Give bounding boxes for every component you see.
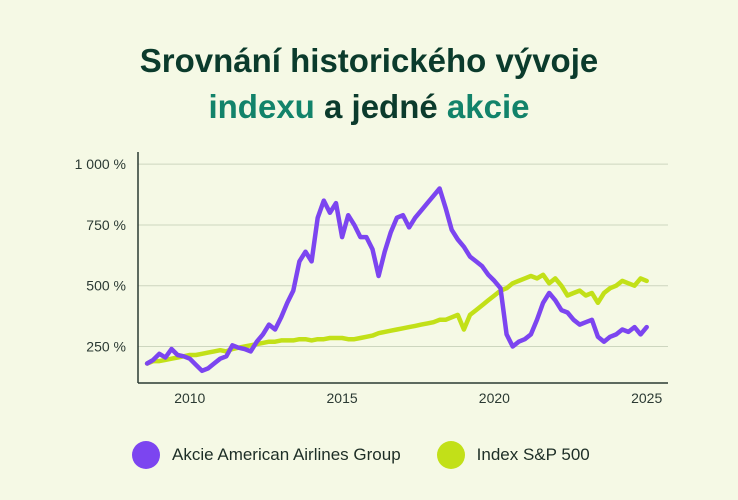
y-tick-label: 500 % <box>86 278 126 294</box>
title-mid: a jedné <box>314 88 447 125</box>
legend-label-sp500: Index S&P 500 <box>476 445 590 464</box>
y-tick-label: 250 % <box>86 339 126 355</box>
legend-swatch-sp500 <box>436 441 465 469</box>
title-line-1: Srovnání historického vývoje <box>139 42 599 79</box>
legend-item-aal: Akcie American Airlines Group <box>132 441 401 469</box>
chart-title: Srovnání historického vývoje indexu a je… <box>0 38 738 130</box>
x-tick-label: 2010 <box>174 390 205 406</box>
legend: Akcie American Airlines Group Index S&P … <box>132 440 626 470</box>
x-tick-label: 2025 <box>631 390 662 406</box>
y-tick-label: 1 000 % <box>75 156 126 172</box>
x-tick-label: 2020 <box>479 390 510 406</box>
legend-swatch-aal <box>132 441 160 469</box>
title-accent-index: indexu <box>208 88 315 125</box>
x-tick-label: 2015 <box>327 390 358 406</box>
legend-item-sp500: Index S&P 500 <box>436 441 590 469</box>
legend-label-aal: Akcie American Airlines Group <box>172 445 401 464</box>
title-accent-stock: akcie <box>446 88 530 125</box>
series-line-aal <box>144 186 649 374</box>
y-tick-label: 750 % <box>86 217 126 233</box>
